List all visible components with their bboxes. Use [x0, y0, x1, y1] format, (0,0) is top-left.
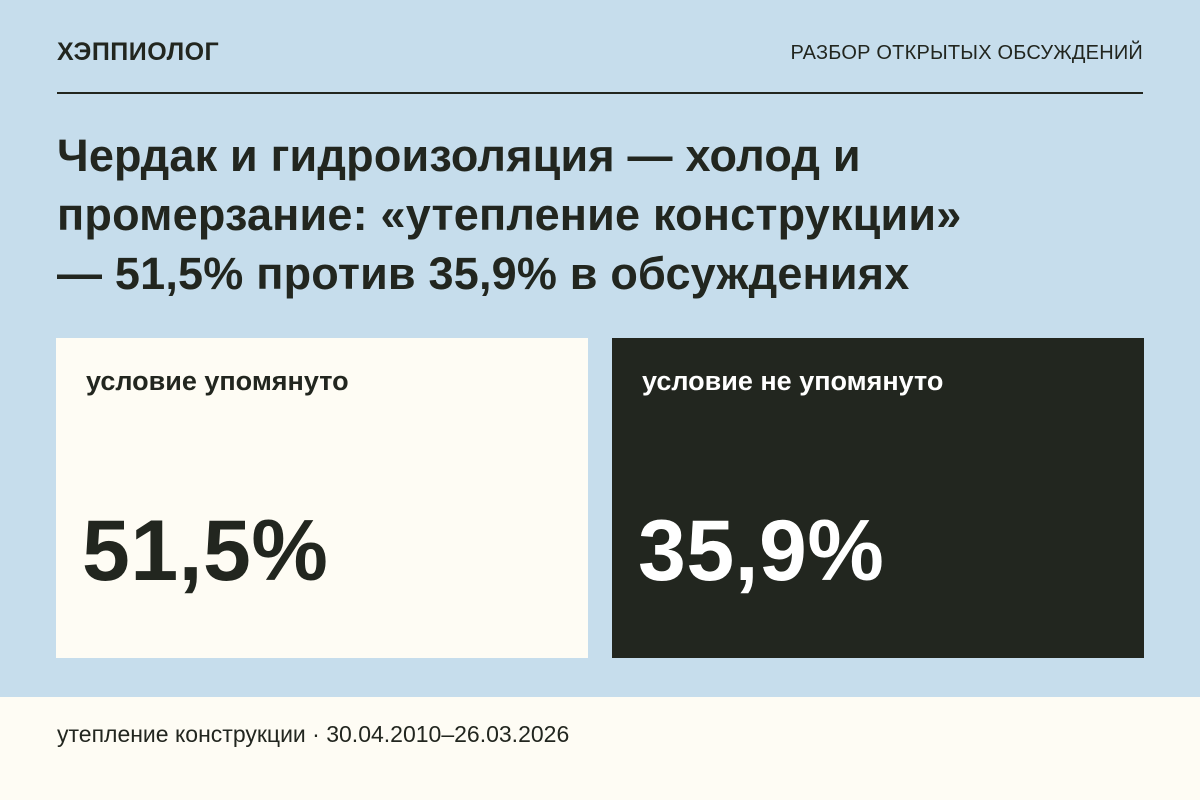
footer-caption: утепление конструкции · 30.04.2010–26.03…: [57, 721, 570, 747]
mentioned-card: условие упомянуто 51,5%: [56, 338, 588, 658]
brand-logo-text: ХЭППИОЛОГ: [57, 38, 220, 66]
not-mentioned-card: условие не упомянуто 35,9%: [612, 338, 1144, 658]
mentioned-value: 51,5%: [82, 503, 329, 599]
header: ХЭППИОЛОГ РАЗБОР ОТКРЫТЫХ ОБСУЖДЕНИЙ: [57, 36, 1143, 94]
headline-line-2: промерзание: «утепление конструкции»: [57, 189, 962, 240]
not-mentioned-value: 35,9%: [638, 503, 885, 599]
headline-line-1: Чердак и гидроизоляция — холод и: [57, 130, 861, 181]
headline: Чердак и гидроизоляция — холод и промерз…: [57, 126, 1147, 303]
section-label: РАЗБОР ОТКРЫТЫХ ОБСУЖДЕНИЙ: [790, 42, 1143, 64]
headline-line-3: — 51,5% против 35,9% в обсуждениях: [57, 248, 910, 299]
mentioned-label: условие упомянуто: [86, 366, 349, 396]
footer: утепление конструкции · 30.04.2010–26.03…: [0, 697, 1200, 800]
not-mentioned-label: условие не упомянуто: [642, 366, 944, 396]
